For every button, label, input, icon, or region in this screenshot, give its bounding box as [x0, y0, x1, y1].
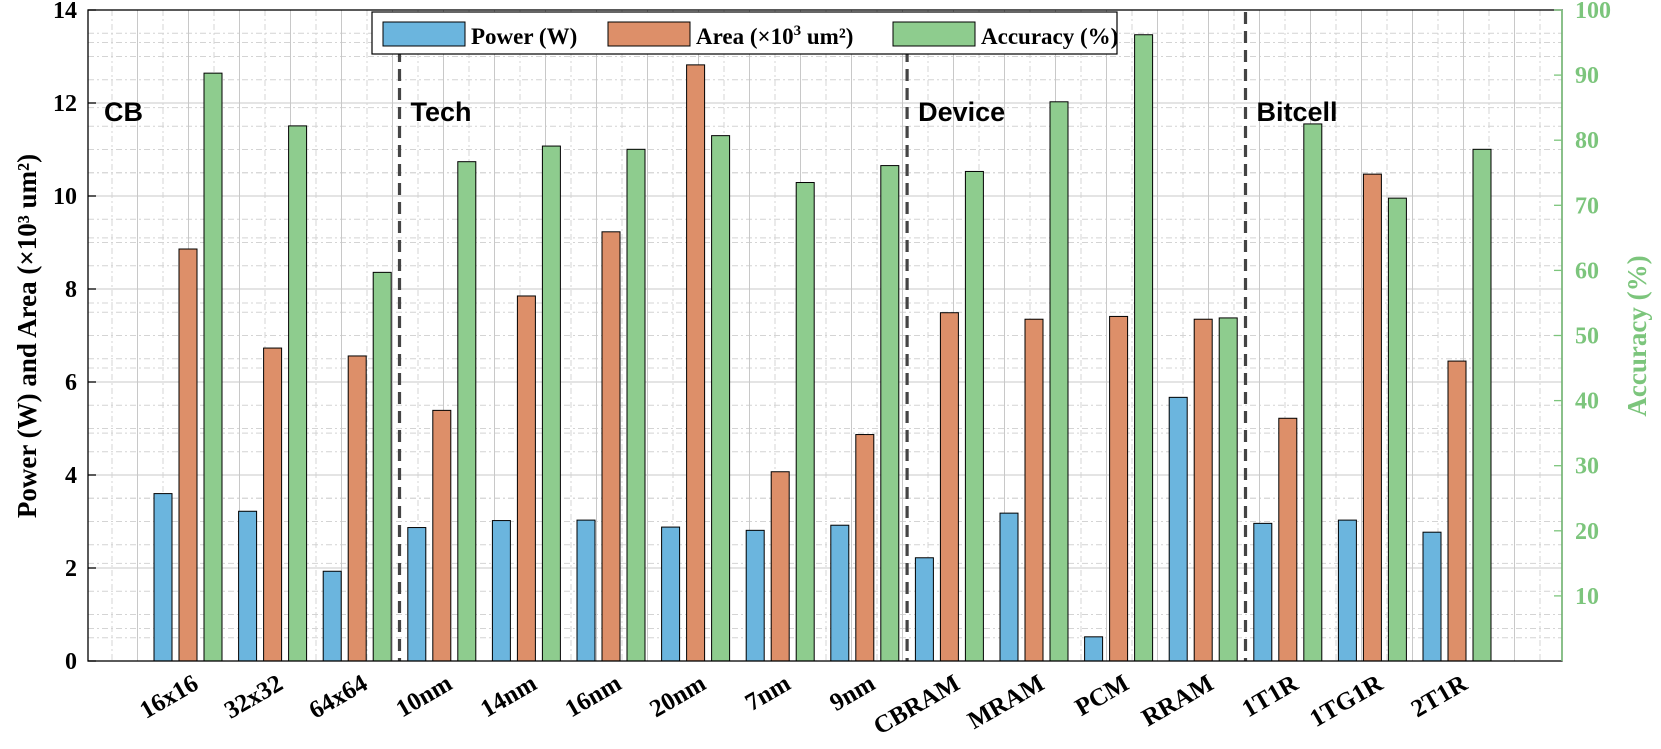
bar-power-1t1r: [1253, 522, 1273, 662]
tick-label-left: 12: [53, 91, 77, 117]
tick-label-right: 70: [1575, 193, 1599, 219]
bar-power-32x32: [238, 510, 258, 662]
group-label-device: Device: [918, 97, 1005, 127]
tick-label-left: 0: [65, 649, 77, 675]
left-axis-ticks: 0 2 4 6 8 10 12 14: [53, 0, 96, 675]
bar-area-pcm: [1109, 315, 1129, 662]
bar-area-32x32: [263, 347, 283, 662]
bar-power-10nm: [407, 527, 427, 662]
bar-area-20nm: [686, 64, 706, 662]
tick-label-left: 8: [65, 277, 77, 303]
bar-accuracy-1t1r: [1303, 123, 1323, 662]
group-label-cb: CB: [104, 97, 143, 127]
bar-area-64x64: [347, 355, 367, 662]
bar-power-1tg1r: [1337, 519, 1357, 662]
legend-swatch-accuracy: [892, 21, 976, 47]
bar-accuracy-20nm: [711, 135, 731, 662]
tick-label-left: 14: [53, 0, 77, 24]
bar-accuracy-pcm: [1134, 34, 1154, 662]
tick-label-right: 100: [1575, 0, 1611, 24]
bar-accuracy-16nm: [626, 148, 646, 662]
bar-power-2t1r: [1422, 531, 1442, 662]
bar-accuracy-9nm: [880, 165, 900, 662]
bar-power-20nm: [661, 526, 681, 662]
bar-area-7nm: [770, 471, 790, 662]
legend-label-area: Area (×103 um²): [696, 23, 853, 49]
tick-label-right: 40: [1575, 389, 1599, 415]
bar-accuracy-16x16: [203, 72, 223, 662]
bar-power-9nm: [830, 524, 850, 662]
legend-label-area-b: um²): [801, 24, 853, 49]
bar-area-1tg1r: [1362, 173, 1382, 662]
group-dividers: [397, 12, 1248, 661]
bar-area-14nm: [516, 295, 536, 662]
bar-accuracy-rram: [1218, 317, 1238, 662]
bar-area-9nm: [855, 434, 875, 662]
bar-power-14nm: [491, 520, 511, 662]
bar-area-10nm: [432, 409, 452, 662]
legend-swatch-power: [382, 21, 466, 47]
group-label-bitcell: Bitcell: [1257, 97, 1338, 127]
bar-area-16x16: [178, 248, 198, 662]
legend: Power (W) Area (×103 um²) Accuracy (%): [371, 11, 1118, 55]
bars: [153, 34, 1492, 662]
bar-power-16nm: [576, 519, 596, 662]
tick-label-right: 60: [1575, 258, 1599, 284]
bar-accuracy-32x32: [288, 125, 308, 662]
bar-power-mram: [999, 512, 1019, 662]
right-axis-ticks: 10 20 30 40 50 60 70 80 90 100: [1554, 0, 1611, 661]
group-labels: CB Tech Device Bitcell: [104, 97, 1338, 127]
tick-label-right: 30: [1575, 454, 1599, 480]
bar-accuracy-2t1r: [1472, 148, 1492, 662]
legend-swatch-area: [607, 21, 691, 47]
tick-label-right: 90: [1575, 63, 1599, 89]
bar-area-2t1r: [1447, 360, 1467, 662]
y-axis-label-left: Power (W) and Area (×10³ um²): [12, 154, 42, 518]
bar-power-cbram: [914, 557, 934, 662]
legend-label-accuracy: Accuracy (%): [981, 24, 1118, 49]
legend-label-area-sup: 3: [794, 23, 802, 39]
tick-label-right: 20: [1575, 519, 1599, 545]
legend-label-power: Power (W): [471, 24, 577, 49]
legend-label-area-a: Area (×10: [696, 24, 794, 49]
bar-power-rram: [1168, 396, 1188, 662]
bar-accuracy-7nm: [795, 182, 815, 662]
tick-label-left: 4: [65, 463, 77, 489]
bar-accuracy-64x64: [372, 271, 392, 662]
tick-label-left: 2: [65, 556, 77, 582]
bar-power-64x64: [322, 570, 342, 662]
tick-label-right: 80: [1575, 128, 1599, 154]
bar-accuracy-mram: [1049, 101, 1069, 662]
bar-area-rram: [1193, 318, 1213, 662]
bar-area-mram: [1024, 318, 1044, 662]
bar-power-pcm: [1084, 636, 1104, 662]
bar-area-1t1r: [1278, 417, 1298, 662]
bar-area-16nm: [601, 231, 621, 662]
tick-label-right: 10: [1575, 584, 1599, 610]
bar-area-cbram: [939, 312, 959, 662]
bar-accuracy-1tg1r: [1387, 197, 1407, 662]
legend-box: [371, 11, 1118, 55]
bar-power-16x16: [153, 493, 173, 662]
tick-label-right: 50: [1575, 324, 1599, 350]
tick-label-left: 6: [65, 370, 77, 396]
bar-accuracy-cbram: [964, 170, 984, 662]
bar-accuracy-14nm: [541, 145, 561, 662]
bar-power-7nm: [745, 529, 765, 662]
y-axis-label-right: Accuracy (%): [1622, 255, 1652, 416]
bar-accuracy-10nm: [457, 161, 477, 662]
tick-label-left: 10: [53, 184, 77, 210]
group-label-tech: Tech: [411, 97, 472, 127]
